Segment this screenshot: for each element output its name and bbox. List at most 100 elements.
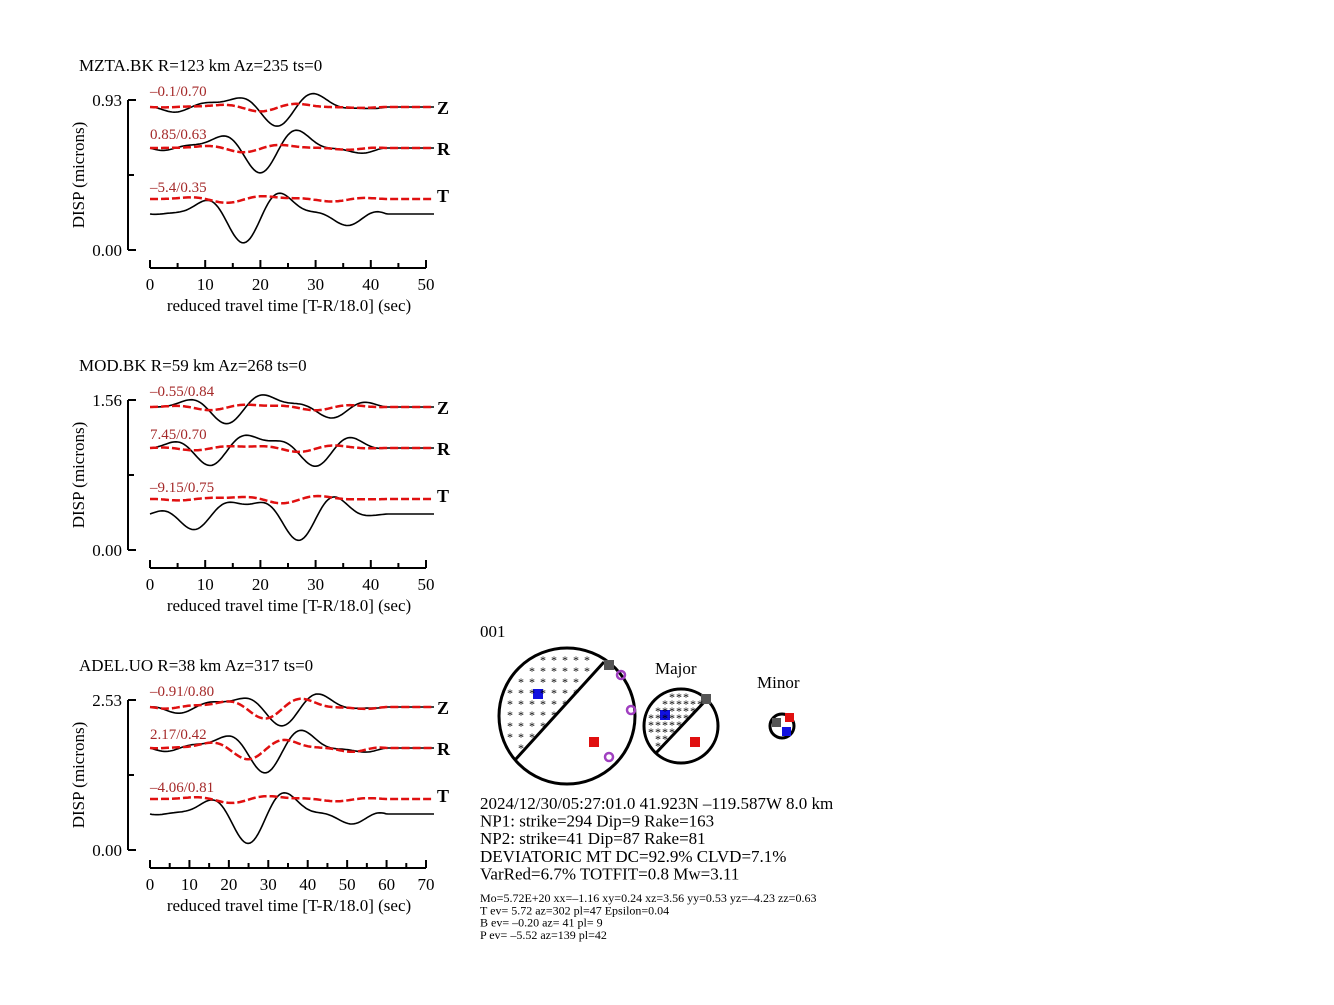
beachball-minor: [768, 712, 796, 740]
polarity-star: *: [683, 690, 689, 704]
polarity-star: *: [551, 686, 557, 700]
polarity-star: *: [518, 686, 524, 700]
polarity-star: *: [662, 732, 668, 746]
synthetic-waveform: [149, 444, 434, 454]
x-tick-label: 30: [307, 575, 324, 594]
fit-score: 7.45/0.70: [150, 427, 207, 443]
polarity-star: *: [507, 719, 513, 733]
solution-detail: B ev= –0.20 az= 41 pl= 9: [480, 916, 603, 930]
p-axis: [785, 713, 794, 722]
polarity-star: *: [529, 675, 535, 689]
x-tick-label: 40: [299, 875, 316, 894]
polarity-star: *: [507, 708, 513, 722]
synthetic-waveform: [150, 794, 434, 805]
synthetic-waveform: [149, 738, 434, 761]
x-tick-label: 70: [418, 875, 435, 894]
y-tick-label: 0.00: [92, 241, 122, 260]
polarity-star: *: [551, 653, 557, 667]
station-marker: [625, 704, 637, 716]
t-axis: [782, 727, 791, 736]
polarity-star: *: [655, 739, 661, 753]
solution-info: NP1: strike=294 Dip=9 Rake=163: [480, 812, 714, 831]
solution-detail: Mo=5.72E+20 xx=–1.16 xy=0.24 xz=3.56 yy=…: [480, 891, 816, 905]
panel-title: MOD.BK R=59 km Az=268 ts=0: [79, 356, 307, 375]
polarity-star: *: [518, 719, 524, 733]
y-axis-label: DISP (microns): [69, 722, 88, 829]
component-label: Z: [437, 698, 449, 718]
polarity-star: *: [690, 697, 696, 711]
polarity-star: *: [676, 718, 682, 732]
polarity-star: *: [676, 711, 682, 725]
x-tick-label: 30: [260, 875, 277, 894]
polarity-star: *: [507, 730, 513, 744]
y-tick-label: 2.53: [92, 691, 122, 710]
polarity-star: *: [669, 711, 675, 725]
component-label: T: [437, 186, 449, 206]
polarity-star: *: [648, 711, 654, 725]
polarity-star: *: [529, 686, 535, 700]
solution-detail: P ev= –5.52 az=139 pl=42: [480, 928, 607, 942]
x-tick-label: 20: [252, 575, 269, 594]
polarity-star: *: [518, 675, 524, 689]
component-label: T: [437, 786, 449, 806]
nodal-plane: [654, 696, 710, 755]
polarity-star: *: [662, 711, 668, 725]
polarity-star: *: [584, 653, 590, 667]
polarity-star: *: [540, 664, 546, 678]
polarity-star: *: [662, 718, 668, 732]
component-label: Z: [437, 98, 449, 118]
polarity-star: *: [562, 697, 568, 711]
polarity-star: *: [507, 697, 513, 711]
polarity-star: *: [518, 708, 524, 722]
solution-info: VarRed=6.7% TOTFIT=0.8 Mw=3.11: [480, 864, 739, 883]
y-tick-label: 0.00: [92, 541, 122, 560]
polarity-star: *: [655, 718, 661, 732]
polarity-star: *: [562, 675, 568, 689]
polarity-star: *: [655, 711, 661, 725]
fit-score: –0.91/0.80: [149, 684, 214, 700]
x-tick-label: 0: [146, 875, 155, 894]
x-axis-label: reduced travel time [T-R/18.0] (sec): [167, 596, 411, 615]
polarity-star: *: [676, 704, 682, 718]
polarity-star: *: [573, 664, 579, 678]
polarity-star: *: [669, 718, 675, 732]
polarity-star: *: [683, 711, 689, 725]
t-axis: [660, 710, 670, 720]
solution-detail: T ev= 5.72 az=302 pl=47 Epsilon=0.04: [480, 903, 669, 917]
polarity-star: *: [676, 690, 682, 704]
polarity-star: *: [573, 686, 579, 700]
beachballs: 001 Major Minor: [480, 622, 800, 786]
component-label: T: [437, 486, 449, 506]
synthetic-waveform: [150, 494, 434, 505]
panel-title: MZTA.BK R=123 km Az=235 ts=0: [79, 56, 322, 75]
polarity-star: *: [540, 708, 546, 722]
solution-info: NP2: strike=41 Dip=87 Rake=81: [480, 829, 706, 848]
fit-score: 0.85/0.63: [150, 127, 207, 143]
x-tick-label: 10: [197, 575, 214, 594]
b-axis: [701, 694, 711, 704]
x-tick-label: 0: [146, 575, 155, 594]
polarity-star: *: [507, 686, 513, 700]
polarity-star: *: [584, 664, 590, 678]
polarity-star: *: [669, 725, 675, 739]
x-tick-label: 20: [252, 275, 269, 294]
polarity-star: *: [683, 704, 689, 718]
panel-title: ADEL.UO R=38 km Az=317 ts=0: [79, 656, 313, 675]
station-marker: [615, 669, 627, 681]
synthetic-waveform: [150, 195, 434, 205]
y-axis-label: DISP (microns): [69, 122, 88, 229]
observed-waveform: [149, 192, 434, 244]
polarity-star: *: [648, 718, 654, 732]
synthetic-waveform: [150, 143, 434, 154]
polarity-star: *: [573, 653, 579, 667]
polarity-star: *: [562, 686, 568, 700]
y-tick-label: 0.93: [92, 91, 122, 110]
polarity-star: *: [518, 741, 524, 755]
polarity-star: *: [551, 697, 557, 711]
synthetic-waveform: [149, 697, 434, 720]
x-tick-label: 40: [362, 575, 379, 594]
x-tick-label: 60: [378, 875, 395, 894]
polarity-star: *: [551, 664, 557, 678]
polarity-star: *: [518, 730, 524, 744]
